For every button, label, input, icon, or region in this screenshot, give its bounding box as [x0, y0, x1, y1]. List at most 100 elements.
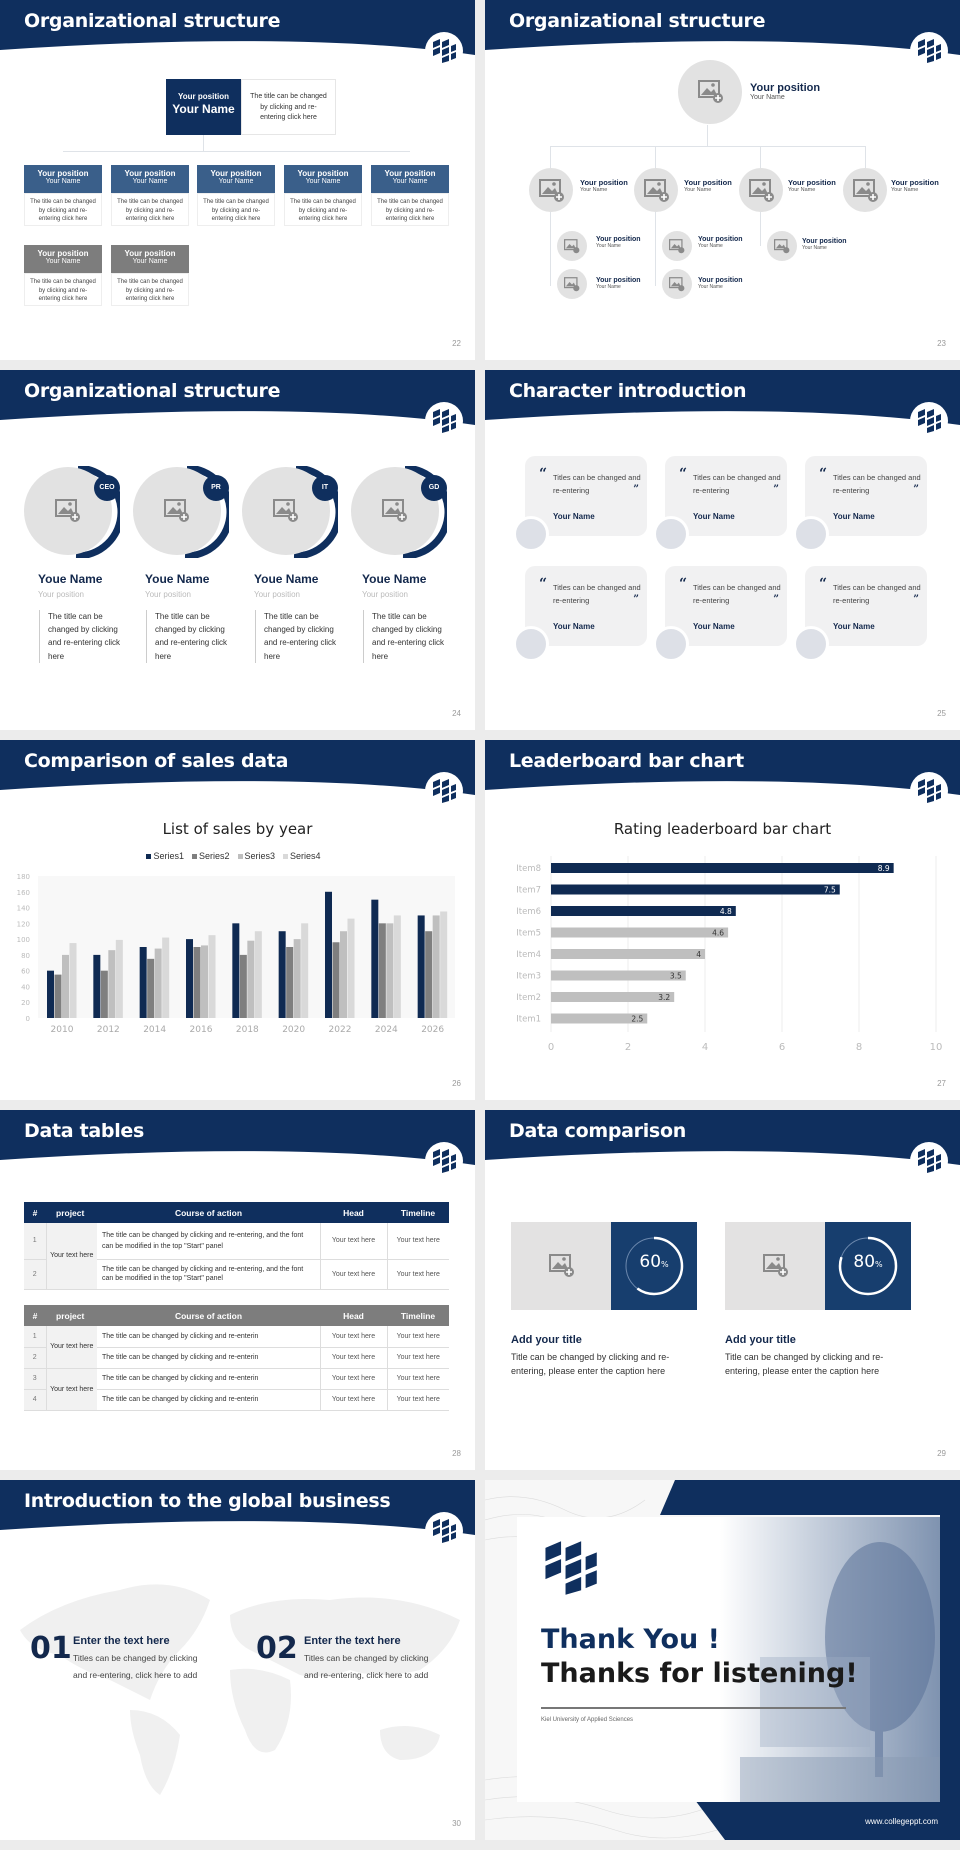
svg-text:0: 0: [26, 1015, 30, 1023]
photo-placeholder[interactable]: [767, 231, 797, 261]
project-cell: Your text here: [45, 1368, 97, 1411]
org-card[interactable]: Your position Your Name The title can be c…: [284, 165, 362, 226]
slide-25[interactable]: Character introduction “ Titles can be ch…: [485, 370, 960, 730]
role-badge: IT: [312, 475, 338, 501]
progress-panel: 60%: [611, 1222, 697, 1310]
slide-title: Character introduction: [509, 380, 747, 402]
arc-decoration: [75, 466, 120, 558]
logo-icon: [910, 772, 948, 810]
svg-text:2.5: 2.5: [631, 1015, 643, 1024]
connector-line: [865, 146, 866, 168]
position-label: Your position: [124, 169, 176, 178]
photo-placeholder[interactable]: [557, 269, 587, 299]
person-description: The title can be changed by clicking and…: [39, 610, 129, 663]
svg-text:2016: 2016: [190, 1025, 213, 1035]
quote-text: Titles can be changed and re-entering: [833, 583, 921, 605]
item-title: Add your title: [725, 1334, 796, 1346]
slide-22[interactable]: Organizational structure Your position Yo…: [0, 0, 475, 360]
image-placeholder[interactable]: [511, 1222, 611, 1310]
slide-24[interactable]: Organizational structure CEO Youe Name Y…: [0, 370, 475, 730]
top-position-card[interactable]: Your position Your Name The title can be …: [166, 79, 336, 135]
slide-29[interactable]: Data comparison 60% Add your title Title…: [485, 1110, 960, 1470]
photo-placeholder[interactable]: [739, 168, 783, 212]
logo-icon: [910, 1142, 948, 1180]
org-card[interactable]: Your position Your Name The title can be c…: [111, 245, 189, 306]
org-card[interactable]: Your position Your Name The title can be c…: [111, 165, 189, 226]
photo-placeholder[interactable]: [529, 168, 573, 212]
org-card[interactable]: Your position Your Name The title can be c…: [24, 165, 102, 226]
open-quote-icon: “: [679, 466, 688, 482]
svg-text:140: 140: [17, 905, 30, 913]
description: The title can be changed by clicking and…: [24, 193, 102, 226]
close-quote-icon: ”: [633, 594, 639, 605]
role-badge: GD: [421, 475, 447, 501]
quote-author: Your Name: [693, 622, 735, 631]
svg-text:Item6: Item6: [516, 907, 541, 917]
avatar: [513, 626, 549, 662]
quote-card[interactable]: “ Titles can be changed and re-entering” Y…: [805, 456, 927, 536]
table-row: 4 The title can be changed by clicking a…: [24, 1389, 449, 1411]
svg-text:2020: 2020: [282, 1025, 305, 1035]
add-image-icon: [669, 277, 685, 292]
add-image-icon: [853, 179, 878, 202]
photo-placeholder[interactable]: [662, 231, 692, 261]
svg-text:2024: 2024: [375, 1025, 398, 1035]
photo-placeholder[interactable]: [843, 168, 887, 212]
quote-text: Titles can be changed and re-entering: [693, 473, 781, 495]
add-image-icon: [564, 277, 580, 292]
position-label: Your position: [384, 169, 436, 178]
open-quote-icon: “: [819, 466, 828, 482]
name-label: Your Name: [305, 178, 341, 185]
photo-placeholder[interactable]: [678, 60, 742, 124]
connector-line: [203, 135, 204, 151]
role-badge: CEO: [94, 475, 120, 501]
svg-text:180: 180: [17, 873, 30, 881]
org-card[interactable]: Your position Your Name The title can be c…: [24, 245, 102, 306]
org-card[interactable]: Your position Your Name The title can be c…: [197, 165, 275, 226]
svg-text:100: 100: [17, 936, 30, 944]
add-image-icon: [669, 239, 685, 254]
slide-30[interactable]: Introduction to the global business 01 E…: [0, 1480, 475, 1840]
connector-line: [63, 151, 410, 152]
name-label: Your Name: [132, 258, 168, 265]
chart-title: Rating leaderboard bar chart: [613, 820, 832, 838]
add-image-icon: [164, 499, 189, 522]
slide-28[interactable]: Data tables # project Course of action H…: [0, 1110, 475, 1470]
connector-line: [550, 146, 865, 147]
website-link[interactable]: www.collegeppt.com: [865, 1817, 938, 1826]
close-quote-icon: ”: [913, 484, 919, 495]
item-title: Add your title: [511, 1334, 582, 1346]
add-image-icon: [273, 499, 298, 522]
svg-text:60: 60: [21, 968, 30, 976]
description: The title can be changed by clicking and…: [197, 193, 275, 226]
name-label: Your Name: [218, 178, 254, 185]
project-cell: Your text here: [45, 1223, 97, 1290]
slide-23[interactable]: Organizational structure Your position Yo…: [485, 0, 960, 360]
image-placeholder[interactable]: [725, 1222, 825, 1310]
description: The title can be changed by clicking and…: [24, 273, 102, 306]
slide-header: Organizational structure: [0, 370, 475, 428]
item-text: Titles can be changed by clicking and re…: [73, 1653, 198, 1680]
avatar: [513, 516, 549, 552]
slide-thank-you[interactable]: Thank You ! Thanks for listening! Kiel U…: [485, 1480, 960, 1840]
svg-text:Item8: Item8: [516, 864, 541, 874]
legend-item: Series4: [283, 851, 321, 861]
photo-placeholder[interactable]: [557, 231, 587, 261]
slide-26[interactable]: Comparison of sales data List of sales b…: [0, 740, 475, 1100]
person-description: The title can be changed by clicking and…: [255, 610, 345, 663]
legend-item: Series2: [191, 851, 230, 861]
person-description: The title can be changed by clicking and…: [363, 610, 453, 663]
description: The title can be changed by clicking and…: [111, 193, 189, 226]
column-header: #: [32, 1207, 38, 1218]
column-header: Course of action: [174, 1207, 243, 1218]
photo-placeholder[interactable]: [634, 168, 678, 212]
member-label: Your position Your Name: [802, 238, 847, 251]
photo-placeholder[interactable]: [662, 269, 692, 299]
slide-title: Data comparison: [509, 1120, 686, 1142]
close-quote-icon: ”: [913, 594, 919, 605]
arc-decoration: [293, 466, 338, 558]
slide-27[interactable]: Leaderboard bar chart Rating leaderboard…: [485, 740, 960, 1100]
navy-frame-shape: [660, 1480, 960, 1840]
org-card[interactable]: Your position Your Name The title can be c…: [371, 165, 449, 226]
chart-title: List of sales by year: [162, 820, 313, 838]
